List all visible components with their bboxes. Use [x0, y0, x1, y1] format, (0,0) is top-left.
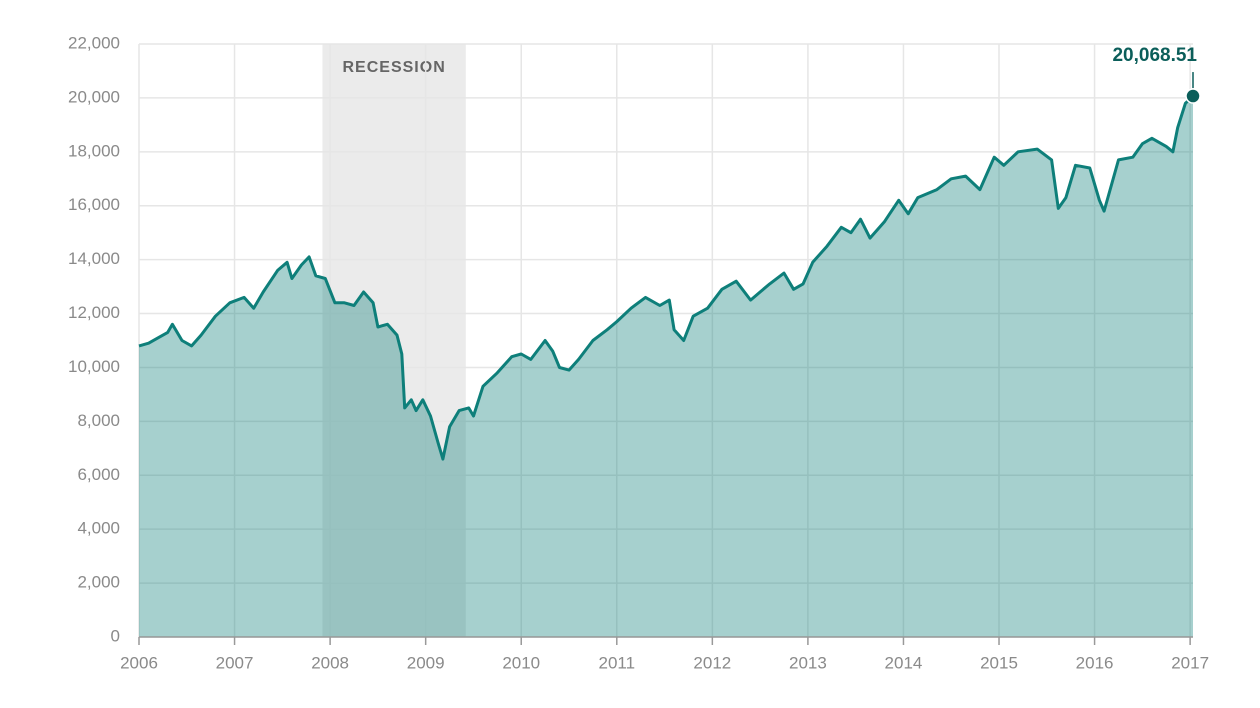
x-tick-label: 2017: [1171, 653, 1209, 672]
x-tick-label: 2008: [311, 653, 349, 672]
y-tick-label: 18,000: [68, 141, 120, 160]
x-tick-label: 2006: [120, 653, 158, 672]
y-tick-label: 0: [111, 626, 120, 645]
x-tick-label: 2010: [502, 653, 540, 672]
y-tick-label: 16,000: [68, 195, 120, 214]
y-tick-label: 12,000: [68, 303, 120, 322]
x-tick-label: 2012: [693, 653, 731, 672]
x-tick-label: 2015: [980, 653, 1018, 672]
y-tick-label: 22,000: [68, 33, 120, 52]
x-tick-label: 2011: [599, 653, 636, 672]
y-tick-label: 8,000: [77, 411, 120, 430]
y-tick-label: 6,000: [77, 465, 120, 484]
y-tick-label: 20,000: [68, 87, 120, 106]
line: [138, 95, 1195, 461]
recession-band: [322, 44, 466, 637]
y-tick-label: 14,000: [68, 249, 120, 268]
x-tick-label: 2007: [216, 653, 254, 672]
y-tick-label: 4,000: [77, 519, 120, 538]
end-point: [1185, 88, 1201, 104]
recession-label: RECESSION: [343, 59, 446, 76]
x-tick-label: 2014: [885, 653, 923, 672]
x-tick-label: 2009: [407, 653, 445, 672]
x-tick-label: 2016: [1076, 653, 1114, 672]
end-label: 20,068.51: [1112, 45, 1197, 66]
area: [139, 96, 1193, 638]
y-tick-label: 2,000: [77, 573, 120, 592]
x-tick-label: 2013: [789, 653, 827, 672]
y-tick-label: 10,000: [68, 357, 120, 376]
